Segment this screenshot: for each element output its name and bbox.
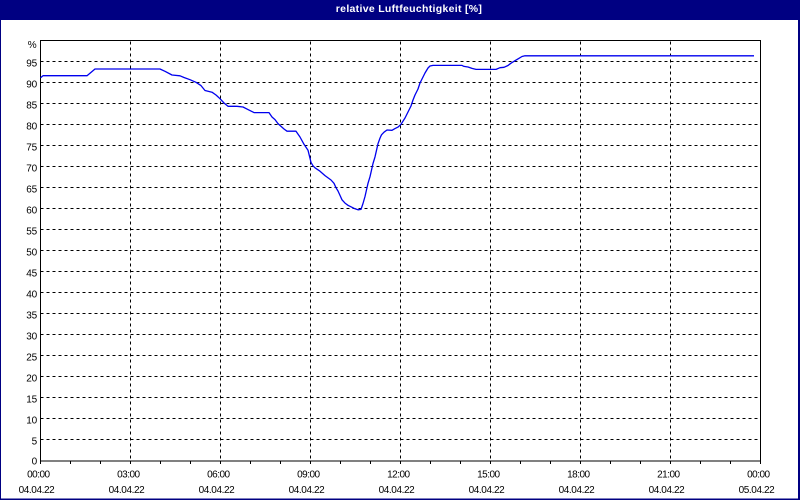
svg-text:50: 50	[26, 248, 37, 259]
svg-text:21:00: 21:00	[657, 470, 680, 481]
svg-text:15:00: 15:00	[477, 470, 500, 481]
svg-text:80: 80	[26, 122, 37, 133]
svg-text:65: 65	[26, 185, 37, 196]
svg-text:04.04.22: 04.04.22	[109, 485, 146, 496]
svg-text:85: 85	[26, 101, 37, 112]
svg-text:18:00: 18:00	[567, 470, 590, 481]
svg-text:%: %	[28, 40, 37, 51]
svg-text:05.04.22: 05.04.22	[739, 485, 776, 496]
svg-text:0: 0	[32, 457, 38, 468]
svg-text:relative Luftfeuchtigkeit [%]: relative Luftfeuchtigkeit [%]	[336, 3, 482, 15]
svg-text:20: 20	[26, 374, 37, 385]
svg-text:00:00: 00:00	[747, 470, 770, 481]
svg-text:12:00: 12:00	[387, 470, 410, 481]
svg-text:04.04.22: 04.04.22	[19, 485, 56, 496]
svg-text:25: 25	[26, 353, 37, 364]
svg-text:5: 5	[32, 437, 38, 448]
svg-text:90: 90	[26, 80, 37, 91]
svg-text:95: 95	[26, 59, 37, 70]
svg-text:10: 10	[26, 416, 37, 427]
svg-text:70: 70	[26, 164, 37, 175]
svg-text:04.04.22: 04.04.22	[289, 485, 326, 496]
svg-text:04.04.22: 04.04.22	[649, 485, 686, 496]
svg-text:55: 55	[26, 227, 37, 238]
svg-text:40: 40	[26, 290, 37, 301]
svg-text:06:00: 06:00	[207, 470, 230, 481]
svg-text:03:00: 03:00	[117, 470, 140, 481]
svg-text:45: 45	[26, 269, 37, 280]
svg-text:04.04.22: 04.04.22	[379, 485, 416, 496]
svg-text:04.04.22: 04.04.22	[199, 485, 236, 496]
svg-text:15: 15	[26, 395, 37, 406]
svg-text:04.04.22: 04.04.22	[469, 485, 506, 496]
svg-text:75: 75	[26, 143, 37, 154]
svg-text:35: 35	[26, 311, 37, 322]
svg-text:00:00: 00:00	[27, 470, 50, 481]
svg-text:30: 30	[26, 332, 37, 343]
svg-text:09:00: 09:00	[297, 470, 320, 481]
svg-text:60: 60	[26, 206, 37, 217]
svg-text:04.04.22: 04.04.22	[559, 485, 596, 496]
